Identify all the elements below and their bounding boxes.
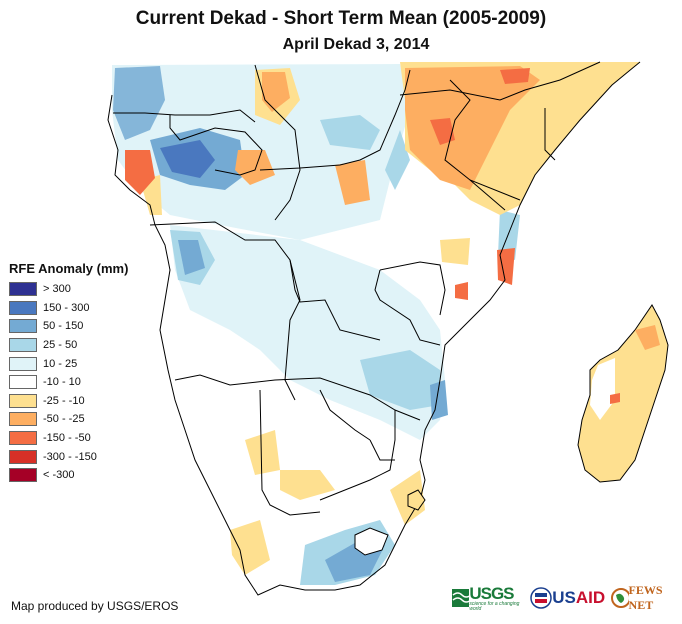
usgs-logo: USGS science for a changing world (452, 585, 524, 612)
legend-swatch (9, 375, 37, 390)
legend-item: -25 - -10 (9, 392, 128, 411)
country-borders (113, 61, 601, 516)
legend-item: > 300 (9, 280, 128, 299)
legend-swatch (9, 468, 37, 483)
legend-item: -150 - -50 (9, 429, 128, 448)
legend-item: -300 - -150 (9, 447, 128, 466)
usaid-us-text: US (552, 588, 576, 607)
negative-anomaly-regions (125, 62, 640, 575)
legend-label: 10 - 25 (43, 357, 78, 370)
legend-swatch (9, 300, 37, 315)
legend-item: < -300 (9, 466, 128, 485)
swaziland-border (407, 489, 426, 511)
legend-item: -10 - 10 (9, 373, 128, 392)
legend-swatch (9, 356, 37, 371)
legend-item: 10 - 25 (9, 354, 128, 373)
legend-swatch (9, 338, 37, 353)
legend-label: 50 - 150 (43, 320, 84, 333)
legend-item: 150 - 300 (9, 299, 128, 318)
usgs-logo-text: USGS (469, 583, 514, 603)
legend-swatch (9, 319, 37, 334)
usaid-aid-text: AID (575, 588, 606, 607)
credit-text: Map produced by USGS/EROS (11, 599, 179, 613)
legend-label: < -300 (43, 469, 75, 482)
legend-swatch (9, 393, 37, 408)
positive-anomaly-regions (112, 64, 520, 585)
usaid-logo: USAID (530, 587, 605, 609)
legend-swatch (9, 431, 37, 446)
logo-strip: USGS science for a changing world USAID … (452, 583, 682, 613)
fewsnet-logo: FEWS NET (611, 583, 682, 613)
legend-label: > 300 (43, 283, 71, 296)
legend-swatch (9, 282, 37, 297)
legend-swatch (9, 412, 37, 427)
coastline (107, 61, 641, 596)
usaid-seal-icon (530, 587, 553, 609)
legend-item: 25 - 50 (9, 336, 128, 355)
legend-title: RFE Anomaly (mm) (9, 261, 129, 276)
usgs-wave-icon (452, 589, 470, 607)
usgs-tagline: science for a changing world (469, 600, 520, 612)
map-subtitle: April Dekad 3, 2014 (282, 36, 430, 53)
legend-label: -10 - 10 (43, 376, 81, 389)
legend-item: -50 - -25 (9, 410, 128, 429)
legend-item: 50 - 150 (9, 317, 128, 336)
lesotho-border (354, 527, 389, 556)
legend-label: -300 - -150 (43, 450, 97, 463)
fewsnet-globe-icon (611, 588, 629, 608)
legend-label: -50 - -25 (43, 413, 85, 426)
map-title: Current Dekad - Short Term Mean (2005-20… (135, 8, 547, 29)
legend: RFE Anomaly (mm) > 300 150 - 300 50 - 150 2… (9, 261, 128, 485)
legend-swatch (9, 449, 37, 464)
legend-label: 25 - 50 (43, 339, 78, 352)
legend-label: -25 - -10 (43, 394, 85, 407)
legend-label: 150 - 300 (43, 301, 90, 314)
fewsnet-logo-text: FEWS NET (628, 583, 663, 612)
legend-label: -150 - -50 (43, 432, 91, 445)
